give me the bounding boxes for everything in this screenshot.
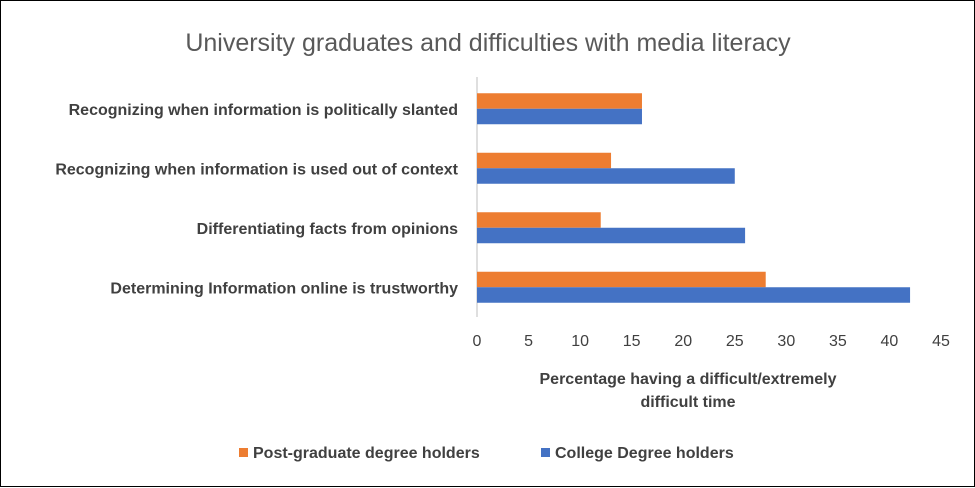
x-tick-label: 5 xyxy=(524,333,533,350)
bar-post-graduate xyxy=(477,93,642,109)
category-label: Differentiating facts from opinions xyxy=(197,221,458,238)
x-tick-label: 45 xyxy=(932,333,950,350)
x-tick-label: 30 xyxy=(777,333,795,350)
x-axis-label-line-1: Percentage having a difficult/extremely xyxy=(540,371,837,388)
bar-post-graduate xyxy=(477,212,601,228)
legend-label: Post-graduate degree holders xyxy=(253,445,480,462)
bar-college xyxy=(477,168,735,184)
legend-swatch xyxy=(239,448,248,457)
category-label: Recognizing when information is used out… xyxy=(55,161,458,178)
x-tick-label: 25 xyxy=(726,333,744,350)
bar-college xyxy=(477,287,911,303)
bar-college xyxy=(477,108,642,125)
chart-title: University graduates and difficulties wi… xyxy=(185,29,791,57)
category-label: Recognizing when information is politica… xyxy=(69,102,458,119)
x-tick-label: 0 xyxy=(473,333,482,350)
bar-post-graduate xyxy=(477,152,612,169)
category-label: Determining Information online is trustw… xyxy=(110,280,458,297)
x-tick-label: 40 xyxy=(881,333,899,350)
x-tick-label: 35 xyxy=(829,333,847,350)
bar-college xyxy=(477,227,746,244)
x-axis-label-line-2: difficult time xyxy=(640,394,735,411)
x-tick-label: 15 xyxy=(623,333,641,350)
plot-area: Recognizing when information is politica… xyxy=(55,77,950,350)
bar-post-graduate xyxy=(477,271,766,288)
x-tick-label: 10 xyxy=(571,333,589,350)
legend: Post-graduate degree holders College Degr… xyxy=(239,445,734,462)
legend-swatch xyxy=(541,448,550,457)
legend-label: College Degree holders xyxy=(555,445,734,462)
x-tick-label: 20 xyxy=(674,333,692,350)
